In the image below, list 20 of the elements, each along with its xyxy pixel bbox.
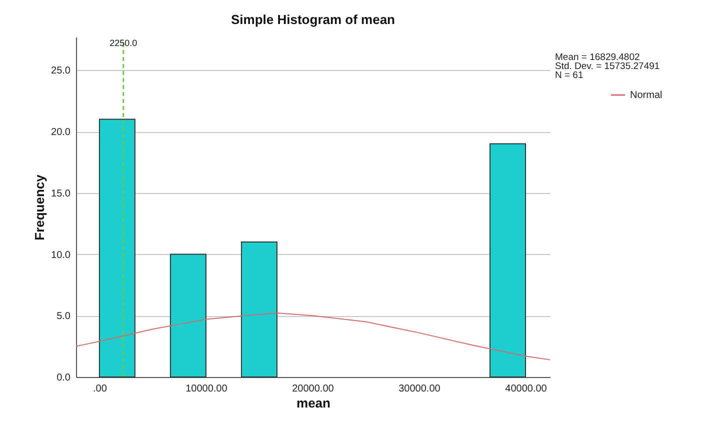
x-tick-label: 30000.00: [398, 384, 441, 394]
x-tick-label: .00: [92, 384, 108, 394]
chart-title: Simple Histogram of mean: [231, 12, 396, 27]
y-tick-label: 10.0: [51, 250, 71, 261]
x-axis-title: mean: [296, 396, 331, 410]
x-tick-label: 10000.00: [186, 384, 228, 394]
text: N = 61: [555, 70, 584, 81]
ref-line-label: 2250.0: [110, 38, 138, 48]
y-tick-label: 25.0: [51, 66, 71, 77]
text: Mean = 16829.4802: [555, 52, 640, 63]
line-series: [76, 312, 550, 360]
y-tick-label: 0.0: [56, 372, 71, 384]
x-tick-label: 40000.00: [505, 384, 548, 394]
y-tick-label: 20.0: [51, 127, 71, 138]
y-axis-title: Frequency: [32, 174, 48, 240]
x-tick-label: 20000.00: [292, 384, 334, 394]
legend-label: Normal: [630, 90, 662, 101]
y-tick-label: 5.0: [56, 311, 71, 322]
y-tick-label: 15.0: [51, 188, 71, 200]
text: Std. Dev. = 15735.27491: [555, 61, 660, 72]
